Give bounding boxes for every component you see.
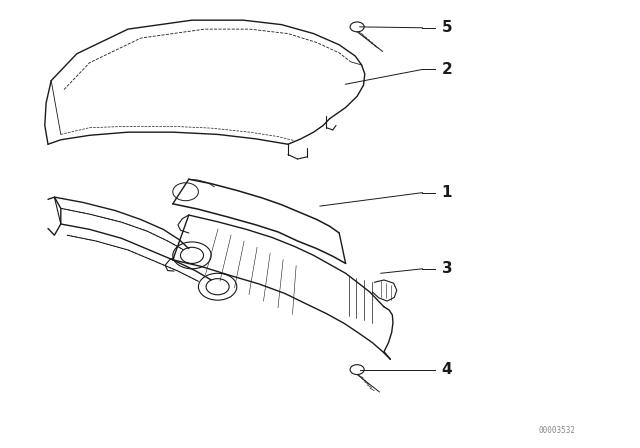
Text: 1: 1 xyxy=(442,185,452,200)
Text: 5: 5 xyxy=(442,20,452,35)
Text: 3: 3 xyxy=(442,261,452,276)
Text: 2: 2 xyxy=(442,62,452,77)
Text: 4: 4 xyxy=(442,362,452,377)
Text: 00003532: 00003532 xyxy=(538,426,575,435)
